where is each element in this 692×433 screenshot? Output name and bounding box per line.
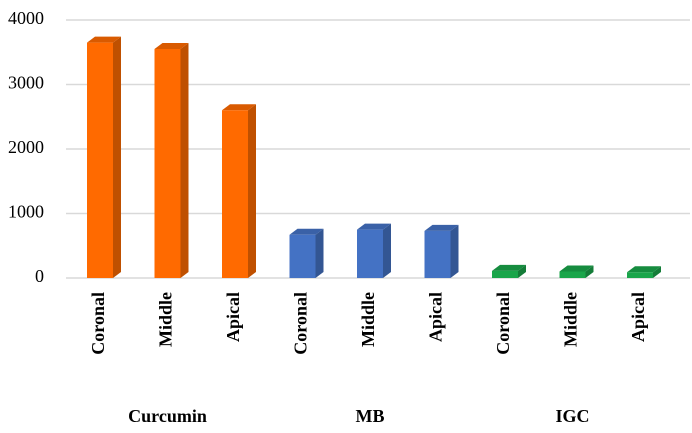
bar-front [289,234,316,278]
bar-front [627,272,653,278]
group-label: Curcumin [128,406,207,426]
bar [87,36,121,279]
y-tick-label: 4000 [8,8,44,28]
bar [222,104,256,278]
bar-side [113,36,121,279]
bar [559,265,594,278]
y-tick-label: 0 [35,266,44,286]
bar [357,223,391,278]
bar-front [357,229,383,278]
bar-side [248,104,256,278]
x-tick-label: Coronal [291,292,311,355]
bar-side [180,43,189,279]
bar-side [450,224,459,278]
bar [492,264,526,278]
y-tick-label: 3000 [8,73,44,93]
x-tick-label: Middle [561,292,581,347]
bar [627,266,661,278]
bar-top [289,228,324,235]
bar-side [383,223,391,278]
bar-front [559,271,586,278]
bar-side [315,228,324,278]
y-tick-label: 2000 [8,137,44,157]
x-tick-label: Apical [426,292,446,342]
x-tick-label: Middle [358,292,378,347]
bar [289,228,324,278]
x-tick-label: Apical [223,292,243,342]
bar-side [518,264,526,278]
bar-top [559,265,594,272]
bar-front [492,270,518,278]
bar-top [492,264,526,271]
x-tick-label: Coronal [493,292,513,355]
bar-side [653,266,661,278]
bar-front [424,230,451,278]
bar-top [424,224,459,231]
bar-front [87,42,113,279]
x-tick-label: Middle [156,292,176,347]
bar-top [87,36,121,43]
bar [424,224,459,278]
bar-front [222,110,248,278]
bar [154,43,189,279]
bar-top [154,43,189,50]
bar-side [585,265,594,278]
group-label: IGC [555,406,589,426]
group-label: MB [356,406,385,426]
bar-top [357,223,391,230]
x-tick-label: Coronal [88,292,108,355]
bar-top [222,104,256,111]
x-tick-label: Apical [628,292,648,342]
y-tick-label: 1000 [8,202,44,222]
bar-top [627,266,661,273]
bar-front [154,49,181,279]
